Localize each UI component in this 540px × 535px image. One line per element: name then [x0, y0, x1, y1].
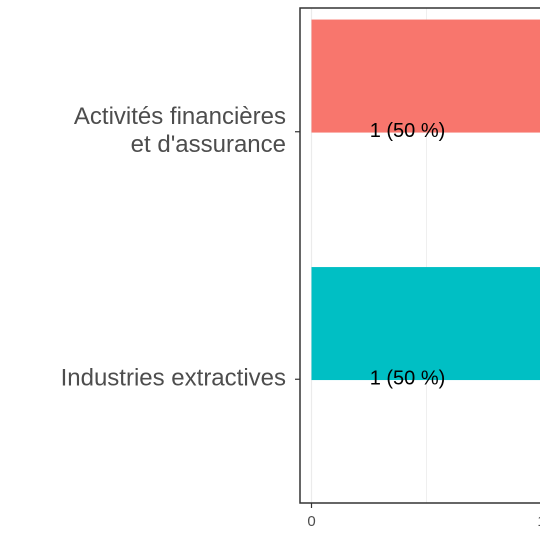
bar	[311, 267, 540, 381]
x-tick-label: 0	[307, 513, 315, 530]
y-tick-label: Activités financières et d'assurance	[74, 103, 286, 158]
panel-border	[299, 7, 540, 504]
bar	[311, 19, 540, 133]
data-label: 1 (50 %)	[370, 368, 446, 390]
y-tick-label: Industries extractives	[61, 365, 286, 392]
data-label: 1 (50 %)	[370, 120, 446, 142]
x-tick-label: 1	[537, 513, 540, 530]
